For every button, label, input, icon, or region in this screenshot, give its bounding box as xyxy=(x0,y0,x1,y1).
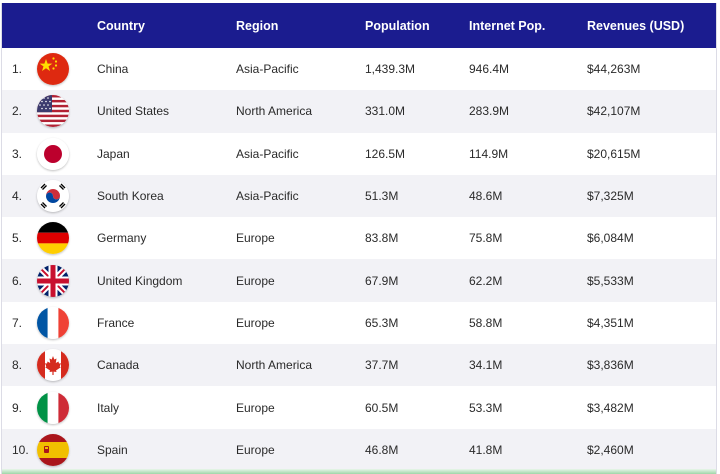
japan-flag-icon xyxy=(37,137,69,170)
header-revenues: Revenues (USD) xyxy=(587,18,685,33)
games-market-table: Country Region Population Internet Pop. … xyxy=(1,3,717,474)
internet-population: 75.8M xyxy=(469,231,503,246)
usa-flag-icon xyxy=(37,95,69,128)
revenues: $5,533M xyxy=(587,273,634,288)
revenues: $42,107M xyxy=(587,104,641,119)
germany-flag-icon xyxy=(37,222,69,255)
revenues: $3,836M xyxy=(587,358,634,373)
population: 331.0M xyxy=(365,104,406,119)
internet-population: 946.4M xyxy=(469,62,510,77)
revenues: $3,482M xyxy=(587,400,634,415)
internet-population: 58.8M xyxy=(469,315,503,330)
population: 1,439.3M xyxy=(365,62,416,77)
country-name: United Kingdom xyxy=(97,273,183,288)
table-row-germany: 5. Germany Europe 83.8M 75.8M $6,084M xyxy=(2,217,716,259)
country-name: Japan xyxy=(97,146,130,161)
internet-population: 48.6M xyxy=(469,189,503,204)
rank: 6. xyxy=(12,273,23,288)
rank: 7. xyxy=(12,315,23,330)
rank: 8. xyxy=(12,358,23,373)
spain-flag-icon xyxy=(37,433,69,466)
population: 37.7M xyxy=(365,358,399,373)
region: Europe xyxy=(236,400,275,415)
internet-population: 283.9M xyxy=(469,104,510,119)
population: 126.5M xyxy=(365,146,406,161)
header-population: Population xyxy=(365,18,430,33)
revenues: $4,351M xyxy=(587,315,634,330)
header-country: Country xyxy=(97,18,145,33)
rank: 2. xyxy=(12,104,23,119)
table-row-united-states: 2. United States North America 331.0M 28… xyxy=(2,90,716,133)
table-row-canada: 8. Canada North America 37.7M 34.1M $3,8… xyxy=(2,344,716,387)
country-name: South Korea xyxy=(97,189,164,204)
region: Europe xyxy=(236,315,275,330)
revenues: $7,325M xyxy=(587,189,634,204)
header-region: Region xyxy=(236,18,279,33)
france-flag-icon xyxy=(37,306,69,339)
rank: 3. xyxy=(12,146,23,161)
population: 46.8M xyxy=(365,442,399,457)
region: Europe xyxy=(236,273,275,288)
table-row-united-kingdom: 6. United Kingdom Europe 67.9M 62.2M $5,… xyxy=(2,259,716,302)
south-korea-flag-icon xyxy=(37,180,69,213)
canada-flag-icon xyxy=(37,349,69,382)
revenues: $44,263M xyxy=(587,62,641,77)
rank: 9. xyxy=(12,400,23,415)
region: Europe xyxy=(236,442,275,457)
bottom-strip xyxy=(2,469,716,474)
population: 60.5M xyxy=(365,400,399,415)
italy-flag-icon xyxy=(37,391,69,424)
internet-population: 53.3M xyxy=(469,400,503,415)
internet-population: 41.8M xyxy=(469,442,503,457)
table-row-japan: 3. Japan Asia-Pacific 126.5M 114.9M $20,… xyxy=(2,133,716,175)
rank: 10. xyxy=(12,442,29,457)
region: North America xyxy=(236,104,313,119)
table-header: Country Region Population Internet Pop. … xyxy=(2,3,716,48)
revenues: $2,460M xyxy=(587,442,634,457)
internet-population: 34.1M xyxy=(469,358,503,373)
table-row-south-korea: 4. South Korea Asia-Pacific 51.3M 48.6M … xyxy=(2,174,716,218)
rank: 5. xyxy=(12,231,23,246)
country-name: Italy xyxy=(97,400,120,415)
population: 83.8M xyxy=(365,231,399,246)
region: Europe xyxy=(236,231,275,246)
population: 65.3M xyxy=(365,315,399,330)
table-row-china: 1. China Asia-Pacific 1,439.3M 946.4M $4… xyxy=(2,48,716,90)
internet-population: 62.2M xyxy=(469,273,503,288)
region: Asia-Pacific xyxy=(236,146,299,161)
country-name: Germany xyxy=(97,231,147,246)
rank: 4. xyxy=(12,189,23,204)
population: 51.3M xyxy=(365,189,399,204)
country-name: France xyxy=(97,315,135,330)
table-row-france: 7. France Europe 65.3M 58.8M $4,351M xyxy=(2,302,716,344)
country-name: Spain xyxy=(97,442,128,457)
internet-population: 114.9M xyxy=(469,146,509,161)
country-name: United States xyxy=(97,104,170,119)
china-flag-icon xyxy=(37,53,69,86)
header-internet-pop: Internet Pop. xyxy=(469,18,546,33)
revenues: $6,084M xyxy=(587,231,634,246)
country-name: Canada xyxy=(97,358,140,373)
region: Asia-Pacific xyxy=(236,189,299,204)
region: Asia-Pacific xyxy=(236,62,299,77)
rank: 1. xyxy=(12,62,23,77)
uk-flag-icon xyxy=(37,264,69,297)
table-row-spain: 10. Spain Europe 46.8M 41.8M $2,460M xyxy=(2,428,716,471)
table-row-italy: 9. Italy Europe 60.5M 53.3M $3,482M xyxy=(2,386,716,428)
population: 67.9M xyxy=(365,273,399,288)
revenues: $20,615M xyxy=(587,146,641,161)
country-name: China xyxy=(97,62,129,77)
region: North America xyxy=(236,358,313,373)
